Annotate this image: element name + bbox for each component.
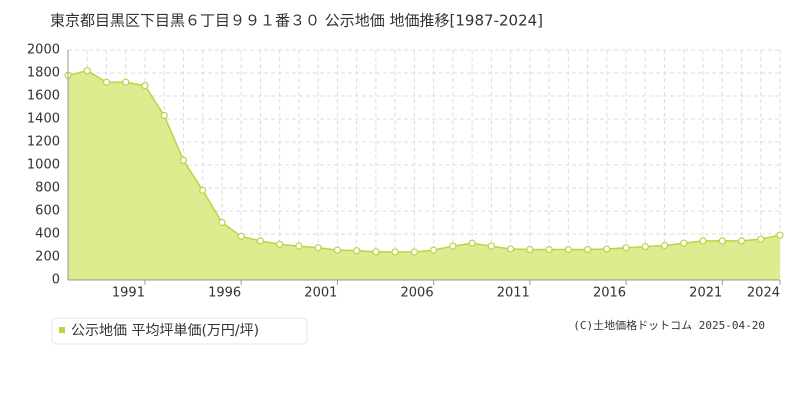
x-tick-label: 2006 bbox=[401, 286, 434, 301]
point bbox=[314, 244, 322, 252]
x-tick-label: 2021 bbox=[689, 286, 722, 301]
y-tick-label: 600 bbox=[35, 204, 60, 219]
y-tick-label: 2000 bbox=[27, 43, 60, 58]
point bbox=[256, 237, 265, 245]
chart-title: 東京都目黒区下目黒６丁目９９１番３０ 公示地価 地価推移[1987-2024] bbox=[50, 12, 543, 30]
legend-swatch bbox=[59, 327, 65, 333]
y-tick-label: 800 bbox=[35, 181, 60, 196]
x-tick-label: 2001 bbox=[304, 286, 337, 301]
point bbox=[603, 245, 611, 253]
x-tick-label: 1996 bbox=[208, 286, 241, 301]
point bbox=[449, 242, 457, 250]
point bbox=[122, 78, 130, 86]
point bbox=[141, 82, 149, 90]
point bbox=[757, 235, 765, 243]
area bbox=[68, 70, 780, 280]
point bbox=[430, 246, 438, 254]
y-tick-label: 200 bbox=[35, 250, 60, 265]
point bbox=[391, 248, 399, 256]
point bbox=[641, 243, 649, 251]
point bbox=[102, 78, 111, 86]
point bbox=[237, 232, 245, 240]
x-tick-label: 1991 bbox=[112, 286, 145, 301]
y-tick-label: 1400 bbox=[27, 112, 60, 127]
y-tick-label: 1600 bbox=[27, 89, 60, 104]
point bbox=[160, 111, 168, 120]
point bbox=[699, 237, 707, 245]
point bbox=[680, 239, 688, 247]
y-tick-label: 1000 bbox=[27, 158, 60, 173]
y-tick-label: 1200 bbox=[27, 135, 60, 150]
credit: (C)土地価格ドットコム 2025-04-20 bbox=[573, 318, 765, 332]
point bbox=[622, 244, 630, 252]
point bbox=[83, 67, 91, 75]
point bbox=[583, 245, 592, 254]
point bbox=[506, 245, 515, 253]
y-tick-label: 400 bbox=[35, 227, 60, 242]
point bbox=[353, 247, 361, 255]
point bbox=[660, 241, 669, 250]
point bbox=[545, 245, 553, 254]
y-tick-label: 1800 bbox=[27, 66, 60, 81]
point bbox=[372, 248, 380, 256]
legend-label: 公示地価 平均坪単価(万円/坪) bbox=[71, 323, 259, 339]
point bbox=[564, 245, 572, 254]
point bbox=[468, 239, 476, 247]
legend-box bbox=[51, 317, 308, 345]
x-tick-label: 2024 bbox=[747, 286, 780, 301]
point bbox=[410, 248, 418, 256]
point bbox=[487, 242, 495, 250]
x-tick-label: 2016 bbox=[593, 286, 626, 301]
point bbox=[526, 245, 534, 254]
x-tick-label: 2011 bbox=[497, 286, 530, 301]
point bbox=[218, 218, 226, 227]
point bbox=[295, 242, 303, 250]
point bbox=[199, 186, 207, 194]
point bbox=[776, 231, 784, 239]
point bbox=[276, 240, 284, 248]
y-tick-label: 0 bbox=[52, 273, 60, 288]
point bbox=[737, 237, 746, 245]
point bbox=[718, 237, 726, 245]
point bbox=[179, 156, 188, 164]
point bbox=[333, 246, 342, 254]
